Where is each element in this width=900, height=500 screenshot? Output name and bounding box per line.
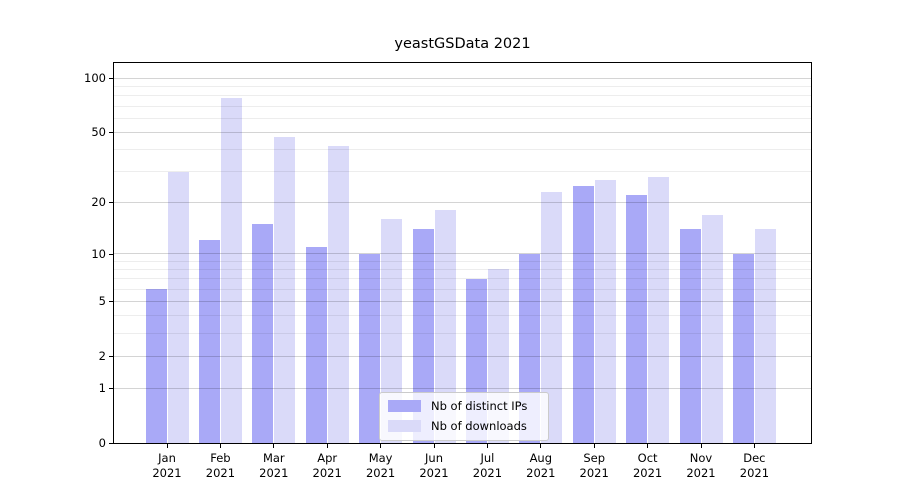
bars-layer bbox=[114, 63, 811, 443]
legend: Nb of distinct IPs Nb of downloads bbox=[379, 392, 549, 441]
plot-area: Nb of distinct IPs Nb of downloads bbox=[113, 62, 812, 444]
y-tick-label-20: 20 bbox=[91, 195, 106, 210]
x-tick-label-sep: Sep 2021 bbox=[579, 451, 609, 481]
y-tick-mark-100 bbox=[109, 78, 114, 80]
y-tick-mark-20 bbox=[109, 202, 114, 204]
x-tick-label-jul: Jul 2021 bbox=[472, 451, 503, 481]
y-tick-label-100: 100 bbox=[84, 71, 106, 86]
bar-distinct-ips-dec bbox=[732, 253, 754, 443]
bar-downloads-mar bbox=[274, 137, 296, 443]
bar-downloads-nov bbox=[701, 214, 723, 443]
y-tick-mark-50 bbox=[109, 132, 114, 134]
bar-distinct-ips-jun bbox=[412, 229, 434, 443]
bar-downloads-oct bbox=[648, 176, 670, 443]
x-tick-label-jun: Jun 2021 bbox=[419, 451, 449, 481]
y-tick-label-1: 1 bbox=[98, 381, 106, 396]
bar-downloads-jan bbox=[167, 171, 189, 443]
x-tick-mark-oct bbox=[647, 444, 649, 448]
bar-distinct-ips-feb bbox=[198, 240, 220, 443]
y-tick-label-2: 2 bbox=[98, 349, 106, 364]
bar-distinct-ips-sep bbox=[572, 185, 594, 443]
bar-distinct-ips-mar bbox=[252, 223, 274, 443]
y-tick-label-50: 50 bbox=[91, 125, 106, 140]
x-tick-mark-jan bbox=[166, 444, 168, 448]
legend-item-downloads: Nb of downloads bbox=[388, 419, 540, 433]
chart-title: yeastGSData 2021 bbox=[394, 36, 531, 52]
bar-downloads-may bbox=[381, 219, 403, 443]
bar-downloads-jun bbox=[434, 210, 456, 443]
x-tick-label-nov: Nov 2021 bbox=[686, 451, 716, 481]
x-tick-mark-may bbox=[380, 444, 382, 448]
x-tick-label-jan: Jan 2021 bbox=[152, 451, 182, 481]
x-tick-mark-nov bbox=[700, 444, 702, 448]
bar-downloads-apr bbox=[327, 145, 349, 443]
x-tick-mark-aug bbox=[540, 444, 542, 448]
x-tick-label-oct: Oct 2021 bbox=[632, 451, 663, 481]
x-tick-mark-jul bbox=[486, 444, 488, 448]
bar-distinct-ips-may bbox=[359, 253, 381, 443]
legend-swatch-distinct-ips bbox=[388, 400, 421, 412]
y-tick-mark-5 bbox=[109, 301, 114, 303]
bar-downloads-aug bbox=[541, 191, 563, 443]
x-tick-mark-mar bbox=[273, 444, 275, 448]
x-tick-mark-sep bbox=[593, 444, 595, 448]
y-tick-mark-10 bbox=[109, 253, 114, 255]
bar-downloads-dec bbox=[754, 229, 776, 443]
legend-label-downloads: Nb of downloads bbox=[431, 419, 527, 433]
legend-item-distinct-ips: Nb of distinct IPs bbox=[388, 399, 540, 413]
legend-label-distinct-ips: Nb of distinct IPs bbox=[431, 399, 528, 413]
bar-distinct-ips-apr bbox=[305, 246, 327, 443]
x-tick-label-aug: Aug 2021 bbox=[526, 451, 556, 481]
bar-distinct-ips-oct bbox=[626, 195, 648, 443]
y-tick-mark-0 bbox=[109, 443, 114, 444]
x-tick-mark-jun bbox=[433, 444, 435, 448]
x-tick-label-may: May 2021 bbox=[365, 451, 396, 481]
y-tick-label-10: 10 bbox=[91, 246, 106, 261]
x-tick-label-feb: Feb 2021 bbox=[205, 451, 236, 481]
x-tick-label-dec: Dec 2021 bbox=[739, 451, 770, 481]
bar-distinct-ips-nov bbox=[679, 229, 701, 443]
y-tick-label-0: 0 bbox=[98, 436, 106, 450]
x-tick-mark-dec bbox=[753, 444, 755, 448]
legend-swatch-downloads bbox=[388, 420, 421, 432]
y-tick-mark-1 bbox=[109, 388, 114, 390]
bar-downloads-sep bbox=[594, 179, 616, 443]
bar-distinct-ips-jan bbox=[145, 289, 167, 443]
x-tick-mark-apr bbox=[326, 444, 328, 448]
y-tick-label-5: 5 bbox=[98, 294, 106, 309]
x-tick-label-mar: Mar 2021 bbox=[259, 451, 289, 481]
x-tick-label-apr: Apr 2021 bbox=[312, 451, 342, 481]
y-tick-mark-2 bbox=[109, 356, 114, 358]
bar-downloads-feb bbox=[220, 97, 242, 443]
x-tick-mark-feb bbox=[219, 444, 221, 448]
